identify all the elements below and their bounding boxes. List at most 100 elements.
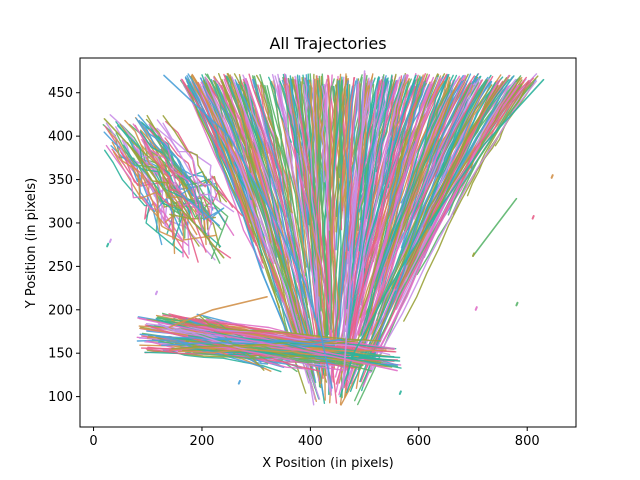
trajectory-fragment [474,306,478,311]
trajectory-line [177,348,387,354]
y-axis: 100 150 200 250 300 350 400 450 [48,86,80,405]
trajectory-line [165,120,234,208]
trajectory-line [138,120,220,227]
trajectory-line [110,145,184,236]
trajectory-fragment [531,215,535,220]
trajectory-line [338,79,344,179]
trajectory-line [335,73,426,385]
y-tick-label: 200 [48,303,73,318]
trajectory-fragment [154,290,158,296]
trajectory-series [103,118,225,259]
trajectory-line [327,78,336,370]
trajectory-line [230,83,322,384]
trajectory-line [222,82,252,174]
trajectory-line [161,338,342,347]
x-tick-label: 200 [190,434,215,449]
trajectory-line [157,323,258,351]
trajectory-line [139,333,336,347]
trajectory-line [387,81,426,217]
trajectory-line [392,78,410,141]
trajectory-line [404,79,483,233]
trajectory-series [472,197,518,257]
trajectory-line [374,80,398,185]
trajectory-line [108,130,173,233]
trajectory-line [359,79,436,319]
x-tick-label: 800 [515,434,540,449]
trajectory-line [375,81,403,173]
x-tick-label: 400 [298,434,323,449]
x-axis: 0 200 400 600 800 [89,427,540,449]
trajectory-line [119,123,194,222]
trajectory-line [104,149,183,254]
trajectory-fragment [398,390,402,395]
trajectory-line [387,83,415,151]
trajectory-line [346,74,393,355]
trajectory-line [216,84,288,264]
trajectory-line [370,80,538,373]
trajectory-line [355,76,363,182]
trajectory-line [340,75,374,220]
trajectory-line [156,127,213,236]
trajectory-line [156,119,219,201]
trajectory-line [377,82,517,352]
trajectory-line [360,73,450,337]
trajectory-line [343,85,416,375]
trajectory-line [461,79,530,180]
trajectory-line [149,124,222,231]
y-tick-label: 450 [48,86,73,101]
trajectory-line [216,83,271,232]
trajectory-line [335,75,348,233]
trajectory-line [184,323,397,353]
trajectory-line [188,341,296,362]
trajectory-line [171,324,391,356]
trajectory-line [360,79,489,364]
chart-title: All Trajectories [269,34,386,53]
trajectory-line [109,114,164,226]
trajectory-line [334,79,399,360]
trajectory-line [283,77,324,379]
trajectory-line [331,78,338,148]
trajectory-line [245,78,278,190]
trajectory-line [403,83,427,142]
trajectory-line [231,76,299,283]
trajectory-line [346,76,380,310]
trajectory-line [202,80,281,309]
trajectory-series [163,74,333,389]
y-tick-label: 150 [48,347,73,362]
trajectory-fragment [108,238,112,244]
trajectory-series [138,317,398,372]
trajectory-line [308,79,315,159]
trajectory-line [266,85,308,268]
trajectory-fragment [472,252,476,257]
y-tick-label: 100 [48,390,73,405]
trajectory-line [115,132,181,223]
y-tick-label: 400 [48,130,73,145]
trajectory-line [358,77,443,335]
trajectory-line [415,82,451,173]
y-tick-label: 350 [48,173,73,188]
trajectory-line [327,85,333,330]
trajectory-line [315,85,325,255]
plot-frame [79,57,577,428]
trajectory-line [269,82,292,213]
trajectory-line [361,78,441,314]
trajectory-line [140,144,218,241]
trajectory-line [164,348,282,373]
trajectory-line [416,82,530,276]
trajectory-line [229,76,253,149]
trajectory-line [162,122,235,213]
trajectory-line [332,79,342,309]
x-axis-label: X Position (in pixels) [262,456,393,471]
trajectory-fragment [106,242,110,248]
trajectory-line [111,141,184,243]
trajectory-line [171,322,346,357]
trajectory-line [340,73,348,206]
trajectory-line [162,115,227,203]
trajectory-line [373,76,477,360]
trajectory-line [141,138,205,215]
trajectory-line [139,130,201,221]
trajectory-fragment [550,174,554,179]
trajectory-line [404,82,472,232]
trajectory-line [184,77,236,190]
